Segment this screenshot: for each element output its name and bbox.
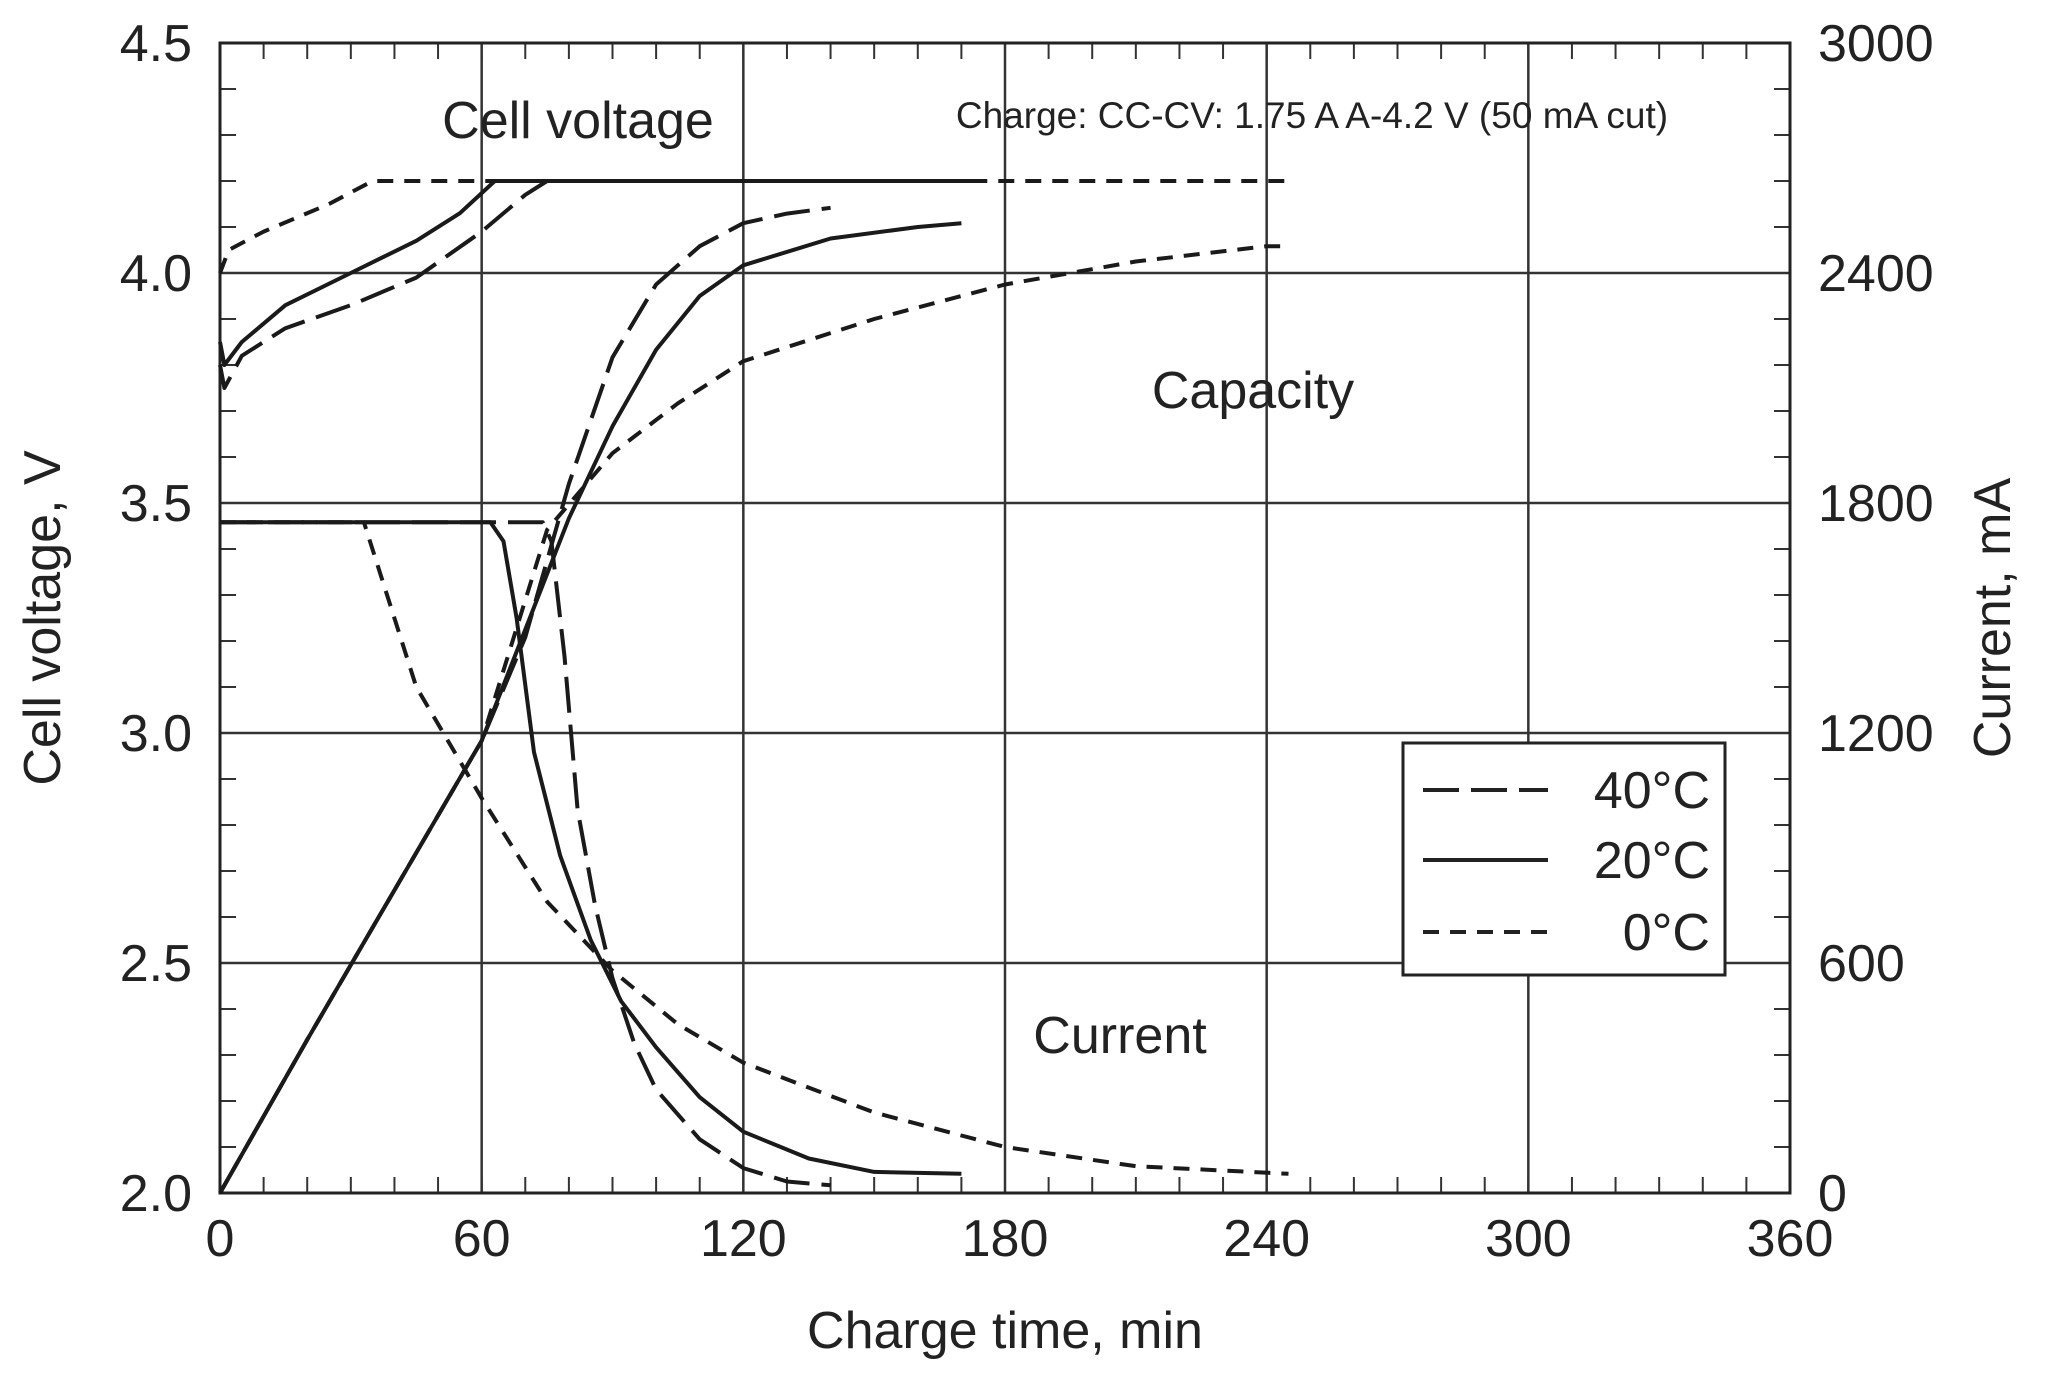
y-axis-label: Cell voltage, V [14, 450, 72, 786]
x-tick-labels: 0 60 120 180 240 300 360 [206, 1210, 1834, 1268]
y2-axis-label: Current, mA [1964, 478, 2022, 759]
x-tick-label-0: 0 [206, 1210, 235, 1268]
conditions-annotation: Charge: CC-CV: 1.75 A A-4.2 V (50 mA cut… [956, 95, 1668, 136]
legend-label-0c: 0°C [1623, 904, 1710, 962]
y-tick-label-4: 4.0 [120, 245, 192, 303]
x-tick-label-1: 60 [453, 1210, 511, 1268]
x-tick-label-3: 180 [962, 1210, 1049, 1268]
y-tick-label-1: 2.5 [120, 935, 192, 993]
y2-tick-label-0: 0 [1818, 1165, 1847, 1223]
current-annotation: Current [1033, 1007, 1207, 1065]
y2-tick-label-2: 1200 [1818, 705, 1934, 763]
x-tick-label-2: 120 [700, 1210, 787, 1268]
y2-tick-label-3: 1800 [1818, 475, 1934, 533]
series-capacity-20c [218, 221, 962, 1194]
y2-tick-labels: 0 600 1200 1800 2400 3000 [1818, 15, 1934, 1223]
legend: 40°C 20°C 0°C [1401, 741, 1727, 977]
legend-label-20c: 20°C [1594, 832, 1710, 890]
y-tick-label-3: 3.5 [120, 475, 192, 533]
series-capacity-0c [218, 244, 1289, 1194]
x-tick-label-4: 240 [1223, 1210, 1310, 1268]
x-tick-label-6: 360 [1747, 1210, 1834, 1268]
series-current-0c [220, 520, 1289, 1176]
series-cell-voltage-0c [218, 179, 1289, 274]
y-tick-label-2: 3.0 [120, 705, 192, 763]
y-tick-label-5: 4.5 [120, 15, 192, 73]
series-current-40c [220, 520, 831, 1188]
plot-frame [218, 41, 1792, 1195]
cell-voltage-annotation: Cell voltage [442, 92, 714, 150]
series-layer [218, 179, 1289, 1194]
x-axis-label: Charge time, min [807, 1302, 1203, 1360]
y2-tick-label-4: 2400 [1818, 245, 1934, 303]
y-tick-labels: 2.0 2.5 3.0 3.5 4.0 4.5 [120, 15, 192, 1223]
x-tick-label-5: 300 [1485, 1210, 1572, 1268]
capacity-annotation: Capacity [1152, 362, 1354, 420]
series-current-20c [220, 520, 962, 1176]
y2-tick-label-5: 3000 [1818, 15, 1934, 73]
y-tick-label-0: 2.0 [120, 1165, 192, 1223]
y2-tick-label-1: 600 [1818, 935, 1905, 993]
legend-label-40c: 40°C [1594, 762, 1710, 820]
